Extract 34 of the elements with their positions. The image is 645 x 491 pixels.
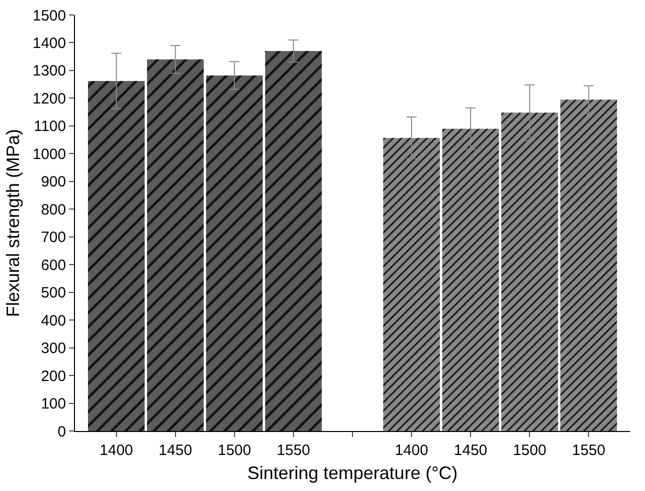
y-tick-label: 900 xyxy=(40,174,66,191)
y-axis-title: Flexural strength (MPa) xyxy=(2,128,23,318)
bar xyxy=(265,51,322,431)
x-axis-title: Sintering temperature (°C) xyxy=(247,463,458,484)
x-tick-label: 1500 xyxy=(218,442,252,459)
y-tick-label: 100 xyxy=(40,396,66,413)
x-tick-label: 1550 xyxy=(572,442,606,459)
bar xyxy=(383,138,440,431)
x-tick-label: 1500 xyxy=(512,442,546,459)
x-tick-label: 1450 xyxy=(158,442,192,459)
bar xyxy=(501,112,558,431)
y-tick-label: 1300 xyxy=(32,62,66,80)
y-tick-label: 500 xyxy=(40,284,66,302)
x-tick-label: 1400 xyxy=(394,442,428,459)
y-tick-label: 600 xyxy=(40,256,66,274)
bar xyxy=(442,128,499,431)
y-tick-label: 1400 xyxy=(32,34,66,52)
x-tick-label: 1550 xyxy=(276,442,310,459)
x-tick-label: 1400 xyxy=(100,442,134,459)
bar xyxy=(206,75,263,431)
bar xyxy=(560,100,618,431)
bar xyxy=(147,59,204,431)
y-tick-label: 300 xyxy=(40,340,66,358)
bar xyxy=(88,81,145,431)
y-tick-label: 1200 xyxy=(32,90,66,108)
y-tick-label: 1000 xyxy=(32,146,66,163)
y-tick-label: 400 xyxy=(40,312,66,330)
y-tick-label: 1100 xyxy=(34,118,66,136)
y-tick-label: 200 xyxy=(40,368,66,385)
y-tick-label: 1500 xyxy=(32,7,66,24)
y-tick-label: 700 xyxy=(40,229,66,246)
y-tick-label: 0 xyxy=(58,423,66,440)
y-tick-label: 800 xyxy=(40,201,66,218)
x-tick-label: 1450 xyxy=(454,442,488,459)
